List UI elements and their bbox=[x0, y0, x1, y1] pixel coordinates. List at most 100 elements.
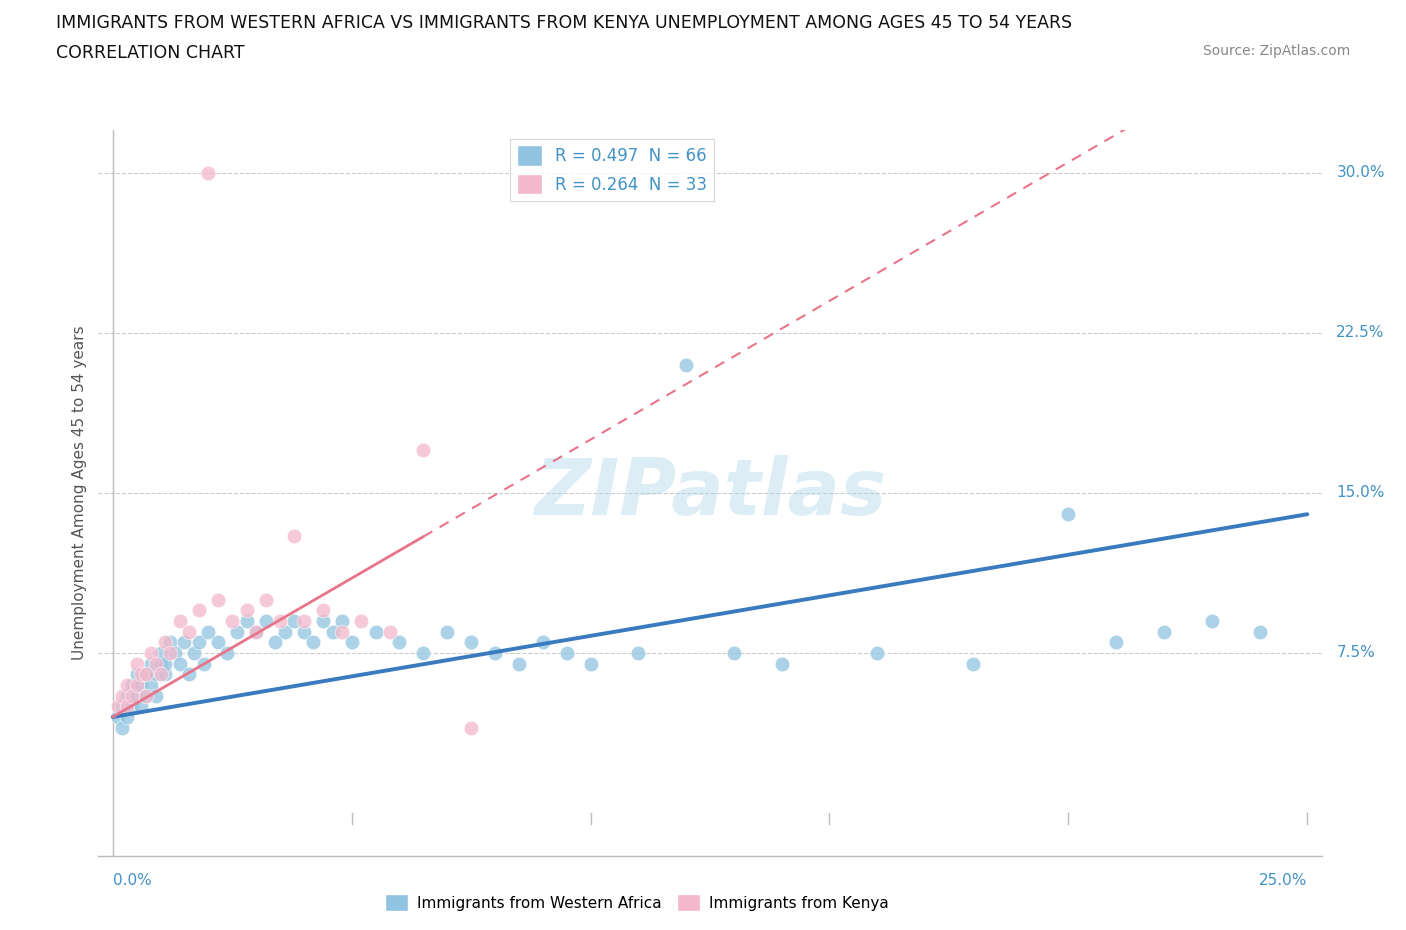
Point bbox=[107, 698, 129, 713]
Point bbox=[388, 635, 411, 650]
Point bbox=[770, 657, 793, 671]
Point bbox=[723, 645, 745, 660]
Point bbox=[149, 645, 172, 660]
Point bbox=[340, 635, 363, 650]
Text: 22.5%: 22.5% bbox=[1336, 326, 1385, 340]
Point bbox=[312, 614, 335, 629]
Text: 25.0%: 25.0% bbox=[1258, 872, 1308, 887]
Y-axis label: Unemployment Among Ages 45 to 54 years: Unemployment Among Ages 45 to 54 years bbox=[72, 326, 87, 660]
Point bbox=[169, 614, 191, 629]
Text: CORRELATION CHART: CORRELATION CHART bbox=[56, 44, 245, 61]
Text: 0.0%: 0.0% bbox=[112, 872, 152, 887]
Point bbox=[115, 698, 138, 713]
Text: ZIPatlas: ZIPatlas bbox=[534, 455, 886, 531]
Point bbox=[125, 667, 148, 682]
Point bbox=[350, 614, 373, 629]
Point bbox=[460, 635, 482, 650]
Point bbox=[179, 624, 201, 639]
Point bbox=[183, 645, 205, 660]
Point bbox=[226, 624, 249, 639]
Point bbox=[115, 688, 138, 703]
Point bbox=[627, 645, 650, 660]
Point bbox=[1105, 635, 1128, 650]
Point bbox=[197, 166, 219, 180]
Point bbox=[149, 657, 172, 671]
Point bbox=[135, 688, 157, 703]
Point bbox=[235, 603, 257, 618]
Point bbox=[283, 528, 305, 543]
Legend: Immigrants from Western Africa, Immigrants from Kenya: Immigrants from Western Africa, Immigran… bbox=[378, 888, 894, 917]
Point bbox=[163, 645, 186, 660]
Point bbox=[135, 667, 157, 682]
Text: 7.5%: 7.5% bbox=[1336, 645, 1375, 660]
Point bbox=[412, 645, 434, 660]
Point bbox=[283, 614, 305, 629]
Point bbox=[269, 614, 291, 629]
Point bbox=[1057, 507, 1080, 522]
Point bbox=[135, 667, 157, 682]
Point bbox=[508, 657, 530, 671]
Point bbox=[962, 657, 984, 671]
Point bbox=[436, 624, 458, 639]
Point bbox=[555, 645, 578, 660]
Point bbox=[139, 657, 162, 671]
Point bbox=[207, 635, 229, 650]
Point bbox=[378, 624, 401, 639]
Point bbox=[149, 667, 172, 682]
Point bbox=[866, 645, 889, 660]
Point bbox=[145, 657, 167, 671]
Point bbox=[245, 624, 267, 639]
Point bbox=[115, 677, 138, 692]
Text: IMMIGRANTS FROM WESTERN AFRICA VS IMMIGRANTS FROM KENYA UNEMPLOYMENT AMONG AGES : IMMIGRANTS FROM WESTERN AFRICA VS IMMIGR… bbox=[56, 14, 1073, 32]
Point bbox=[245, 624, 267, 639]
Point bbox=[579, 657, 602, 671]
Point bbox=[1249, 624, 1271, 639]
Point bbox=[1153, 624, 1175, 639]
Point bbox=[111, 688, 134, 703]
Point bbox=[197, 624, 219, 639]
Point bbox=[274, 624, 297, 639]
Point bbox=[125, 677, 148, 692]
Point bbox=[675, 357, 697, 372]
Point bbox=[187, 635, 209, 650]
Point bbox=[131, 698, 153, 713]
Point bbox=[254, 592, 277, 607]
Text: 15.0%: 15.0% bbox=[1336, 485, 1385, 500]
Point bbox=[159, 645, 181, 660]
Point bbox=[221, 614, 243, 629]
Point bbox=[322, 624, 344, 639]
Point bbox=[531, 635, 554, 650]
Point bbox=[460, 720, 482, 735]
Point bbox=[131, 667, 153, 682]
Point bbox=[125, 688, 148, 703]
Point bbox=[121, 698, 143, 713]
Point bbox=[115, 710, 138, 724]
Point bbox=[412, 443, 434, 458]
Point bbox=[187, 603, 209, 618]
Point bbox=[484, 645, 506, 660]
Point bbox=[125, 657, 148, 671]
Point bbox=[235, 614, 257, 629]
Point bbox=[121, 688, 143, 703]
Point bbox=[217, 645, 239, 660]
Point bbox=[121, 677, 143, 692]
Point bbox=[155, 657, 177, 671]
Point bbox=[139, 677, 162, 692]
Point bbox=[179, 667, 201, 682]
Point bbox=[131, 677, 153, 692]
Point bbox=[145, 667, 167, 682]
Point bbox=[145, 688, 167, 703]
Point bbox=[312, 603, 335, 618]
Point bbox=[193, 657, 215, 671]
Point bbox=[207, 592, 229, 607]
Point bbox=[107, 710, 129, 724]
Point bbox=[159, 635, 181, 650]
Point bbox=[330, 624, 353, 639]
Point bbox=[292, 624, 315, 639]
Point bbox=[169, 657, 191, 671]
Point bbox=[135, 688, 157, 703]
Point bbox=[264, 635, 287, 650]
Text: 30.0%: 30.0% bbox=[1336, 166, 1385, 180]
Point bbox=[254, 614, 277, 629]
Point bbox=[364, 624, 387, 639]
